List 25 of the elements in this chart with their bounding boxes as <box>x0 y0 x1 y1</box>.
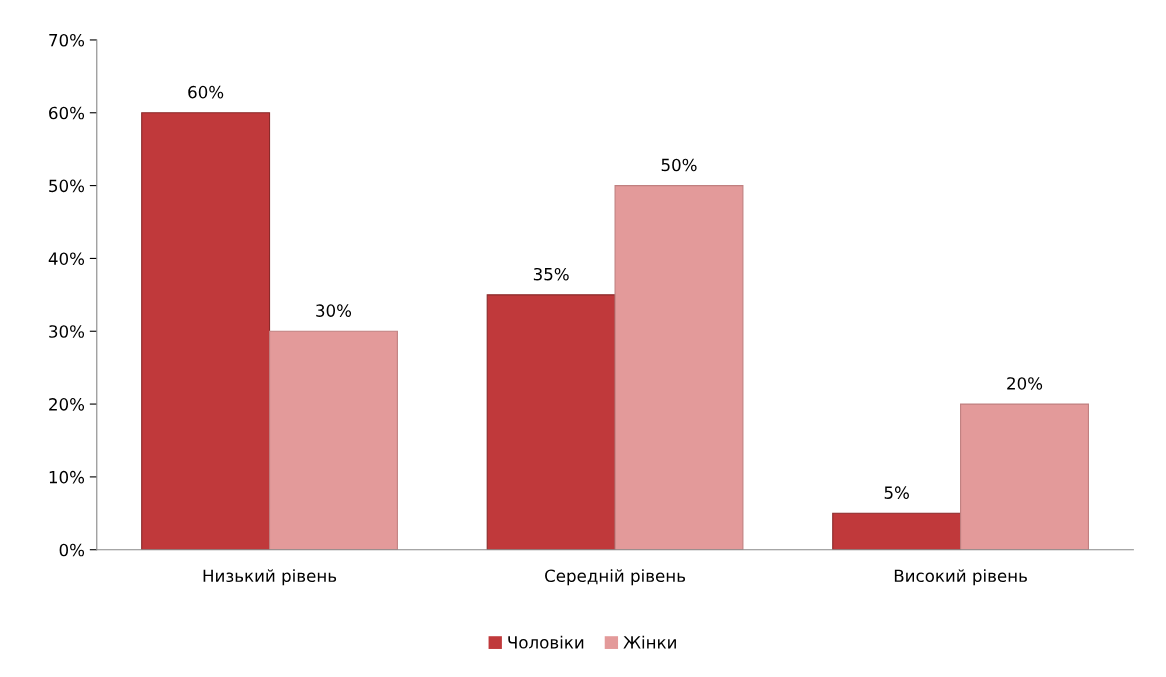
data-label: 30% <box>316 304 352 317</box>
bar <box>268 330 398 550</box>
x-tick-label: Високий рівень <box>894 569 1027 586</box>
data-label: 35% <box>533 267 569 281</box>
y-tick-label: 50% <box>49 179 85 193</box>
y-tick-label: 20% <box>49 398 85 411</box>
data-label: 5% <box>884 486 909 499</box>
bar <box>832 512 962 550</box>
x-tick-label: Низький рівень <box>203 569 337 586</box>
legend-label: Жінки <box>623 635 676 649</box>
data-label: 60% <box>188 85 224 99</box>
data-label: 50% <box>661 158 697 172</box>
bar <box>141 112 271 550</box>
x-tick-label: Середній рівень <box>545 569 686 586</box>
bar <box>614 185 744 550</box>
bar <box>960 403 1089 550</box>
data-label: 20% <box>1007 377 1043 390</box>
y-tick-label: 30% <box>49 325 85 338</box>
y-tick-label: 10% <box>49 470 85 484</box>
y-tick-label: 70% <box>49 33 85 47</box>
y-tick-label: 60% <box>49 106 85 120</box>
y-tick-label: 0% <box>59 543 85 557</box>
y-tick-label: 40% <box>48 252 85 265</box>
legend-label: Чоловіки <box>508 635 584 649</box>
bar <box>486 294 616 550</box>
